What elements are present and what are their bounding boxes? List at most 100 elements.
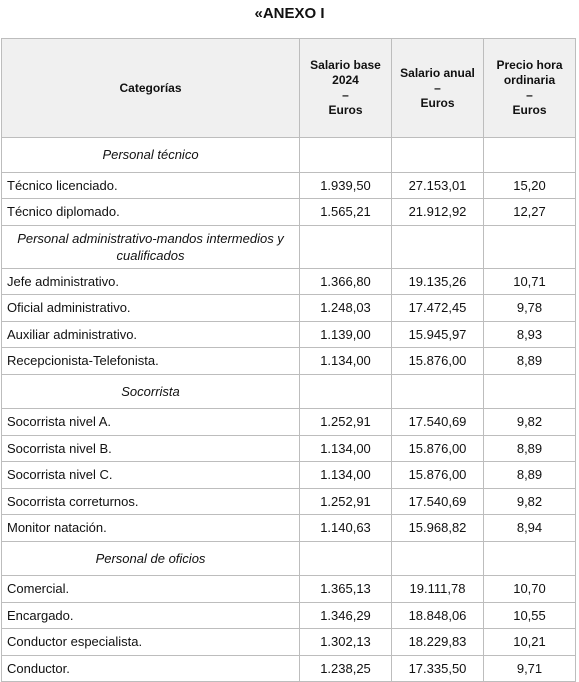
table-body: Personal técnico Técnico licenciado. 1.939… (1, 137, 576, 682)
value-cell: 15,20 (483, 171, 576, 199)
category-cell: Conductor. (1, 654, 300, 682)
header-cell: Salario anual – Euros (391, 38, 484, 138)
header-cell: Categorías (1, 38, 300, 138)
value-cell: 10,21 (483, 628, 576, 656)
category-cell: Recepcionista-Telefonista. (1, 347, 300, 375)
value-cell: 12,27 (483, 198, 576, 226)
data-row: Monitor natación. 1.140,63 15.968,82 8,94 (1, 514, 576, 542)
value-cell: 1.302,13 (299, 628, 392, 656)
category-cell: Socorrista correturnos. (1, 487, 300, 515)
empty-cell (299, 224, 392, 269)
empty-cell (483, 373, 576, 409)
category-cell: Encargado. (1, 601, 300, 629)
value-cell: 1.365,13 (299, 575, 392, 603)
section-title: Personal administrativo-mandos intermedi… (1, 224, 300, 269)
value-cell: 10,70 (483, 575, 576, 603)
header-line: Precio hora (496, 58, 563, 72)
value-cell: 27.153,01 (391, 171, 484, 199)
empty-cell (299, 137, 392, 173)
empty-cell (391, 224, 484, 269)
value-cell: 18.229,83 (391, 628, 484, 656)
empty-cell (391, 540, 484, 576)
value-cell: 1.252,91 (299, 487, 392, 515)
value-cell: 9,78 (483, 294, 576, 322)
value-cell: 21.912,92 (391, 198, 484, 226)
data-row: Socorrista nivel C. 1.134,00 15.876,00 8,89 (1, 461, 576, 489)
header-line: Euros (420, 95, 455, 110)
value-cell: 1.134,00 (299, 461, 392, 489)
header-line: – (342, 88, 349, 102)
header-line: 2024 (332, 73, 359, 87)
data-row: Encargado. 1.346,29 18.848,06 10,55 (1, 601, 576, 629)
value-cell: 17.540,69 (391, 408, 484, 436)
value-cell: 1.134,00 (299, 434, 392, 462)
section-title: Personal de oficios (1, 540, 300, 576)
value-cell: 15.876,00 (391, 347, 484, 375)
header-line: Categorías (119, 80, 182, 95)
data-row: Técnico licenciado. 1.939,50 27.153,01 15,2… (1, 171, 576, 199)
section-row: Personal administrativo-mandos intermedi… (1, 224, 576, 269)
data-row: Comercial. 1.365,13 19.111,78 10,70 (1, 575, 576, 603)
value-cell: 1.939,50 (299, 171, 392, 199)
category-cell: Oficial administrativo. (1, 294, 300, 322)
value-cell: 9,82 (483, 487, 576, 515)
empty-cell (483, 540, 576, 576)
data-row: Jefe administrativo. 1.366,80 19.135,26 10,… (1, 267, 576, 295)
data-row: Recepcionista-Telefonista. 1.134,00 15.876… (1, 347, 576, 375)
value-cell: 8,89 (483, 461, 576, 489)
empty-cell (483, 224, 576, 269)
value-cell: 15.968,82 (391, 514, 484, 542)
section-row: Socorrista (1, 373, 576, 409)
value-cell: 1.366,80 (299, 267, 392, 295)
header-line: Euros (328, 103, 363, 117)
category-cell: Socorrista nivel C. (1, 461, 300, 489)
value-cell: 17.472,45 (391, 294, 484, 322)
value-cell: 1.140,63 (299, 514, 392, 542)
value-cell: 10,55 (483, 601, 576, 629)
section-row: Personal de oficios (1, 540, 576, 576)
header-cell: Precio hora ordinaria – Euros (483, 38, 576, 138)
data-row: Socorrista nivel A. 1.252,91 17.540,69 9,82 (1, 408, 576, 436)
salary-table: Categorías Salario base 2024– Euros Salario … (1, 38, 576, 682)
value-cell: 17.335,50 (391, 654, 484, 682)
data-row: Socorrista correturnos. 1.252,91 17.540,69… (1, 487, 576, 515)
value-cell: 9,82 (483, 408, 576, 436)
value-cell: 1.238,25 (299, 654, 392, 682)
header-line: – (526, 88, 533, 102)
value-cell: 1.248,03 (299, 294, 392, 322)
value-cell: 8,94 (483, 514, 576, 542)
value-cell: 1.252,91 (299, 408, 392, 436)
title: «ANEXO I (254, 5, 325, 22)
section-row: Personal técnico (1, 137, 576, 173)
value-cell: 15.876,00 (391, 461, 484, 489)
value-cell: 10,71 (483, 267, 576, 295)
category-cell: Socorrista nivel A. (1, 408, 300, 436)
value-cell: 8,89 (483, 434, 576, 462)
data-row: Conductor. 1.238,25 17.335,50 9,71 (1, 654, 576, 682)
section-title: Socorrista (1, 373, 300, 409)
value-cell: 19.135,26 (391, 267, 484, 295)
category-cell: Socorrista nivel B. (1, 434, 300, 462)
category-cell: Técnico diplomado. (1, 198, 300, 226)
value-cell: 8,89 (483, 347, 576, 375)
header-line: – (434, 80, 441, 95)
data-row: Socorrista nivel B. 1.134,00 15.876,00 8,89 (1, 434, 576, 462)
header-line: Euros (512, 103, 547, 117)
data-row: Técnico diplomado. 1.565,21 21.912,92 12,27 (1, 198, 576, 226)
value-cell: 8,93 (483, 320, 576, 348)
value-cell: 1.134,00 (299, 347, 392, 375)
category-cell: Conductor especialista. (1, 628, 300, 656)
value-cell: 19.111,78 (391, 575, 484, 603)
category-cell: Monitor natación. (1, 514, 300, 542)
empty-cell (391, 137, 484, 173)
value-cell: 15.945,97 (391, 320, 484, 348)
data-row: Auxiliar administrativo. 1.139,00 15.945,9… (1, 320, 576, 348)
header-row: Categorías Salario base 2024– Euros Salario … (1, 38, 576, 138)
value-cell: 15.876,00 (391, 434, 484, 462)
header-line: Salario base (310, 58, 381, 72)
category-cell: Comercial. (1, 575, 300, 603)
empty-cell (299, 540, 392, 576)
value-cell: 1.346,29 (299, 601, 392, 629)
category-cell: Auxiliar administrativo. (1, 320, 300, 348)
empty-cell (483, 137, 576, 173)
